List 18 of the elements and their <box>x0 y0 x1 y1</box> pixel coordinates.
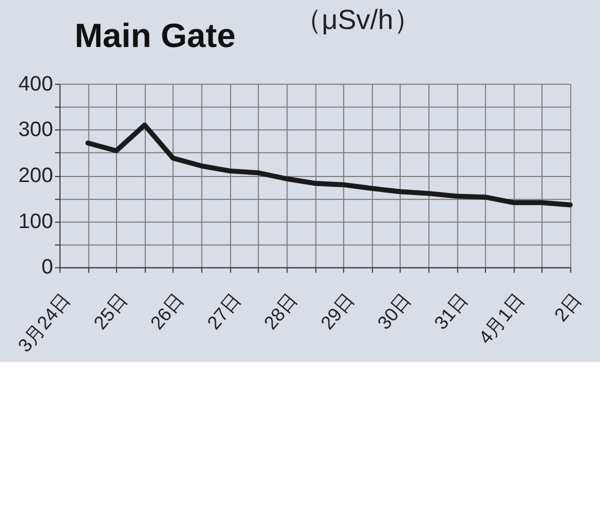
x-tick-label: 2日 <box>550 289 586 326</box>
x-tick-label: 30日 <box>373 289 415 334</box>
x-tick-label: 27日 <box>202 289 245 334</box>
y-axis-title: （μSv/h） <box>294 4 422 35</box>
x-tick-label: 26日 <box>146 289 188 334</box>
x-tick-label: 25日 <box>89 289 132 334</box>
y-tick-label: 400 <box>18 72 54 96</box>
y-tick-label: 100 <box>18 210 54 233</box>
chart-title: Main Gate <box>74 17 236 56</box>
line-series <box>85 122 573 208</box>
x-tick-label: 31日 <box>430 289 472 334</box>
x-tick-label: 4月1日 <box>474 289 528 348</box>
y-tick-label: 200 <box>18 164 54 187</box>
x-tick-label: 29日 <box>316 289 358 334</box>
x-tick-label: 3月24日 <box>14 289 74 356</box>
y-tick-label: 0 <box>41 256 54 279</box>
x-tick-label: 28日 <box>260 289 302 334</box>
y-tick-label: 300 <box>18 118 54 142</box>
